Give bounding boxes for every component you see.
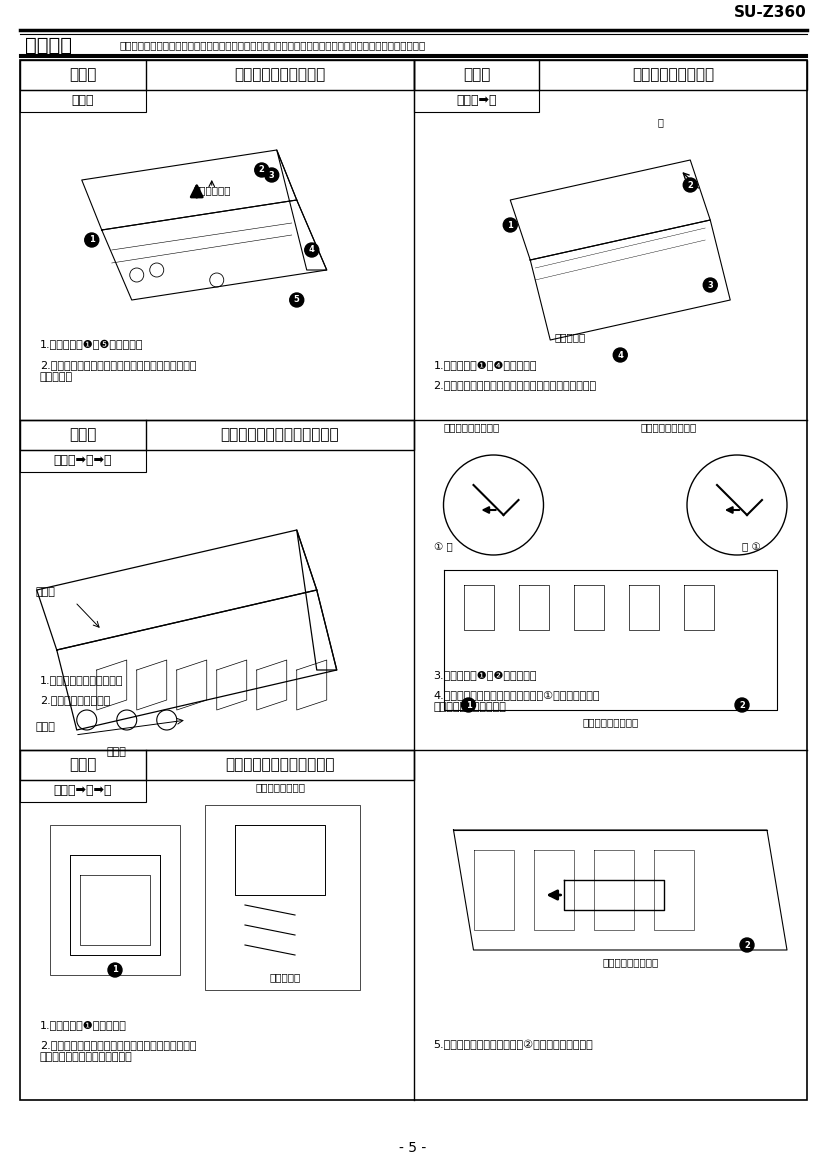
- Text: 1: 1: [466, 701, 471, 709]
- Circle shape: [735, 698, 749, 713]
- Circle shape: [461, 698, 476, 713]
- Text: 順序１: 順序１: [72, 95, 94, 108]
- Text: 3: 3: [707, 281, 713, 289]
- Text: キャビネットの外し方: キャビネットの外し方: [234, 68, 325, 83]
- Bar: [20, 90, 146, 112]
- Text: 2.ナット３個を外す。: 2.ナット３個を外す。: [40, 695, 110, 706]
- Text: 2: 2: [739, 701, 745, 709]
- Text: つまみ: つまみ: [107, 746, 127, 757]
- Bar: [20, 750, 414, 780]
- Text: 電源スイッチ基板: 電源スイッチ基板: [255, 782, 305, 792]
- Circle shape: [255, 163, 269, 177]
- Text: 5.前面シャーシ（準）を矢印②の方向に引き出す。: 5.前面シャーシ（準）を矢印②の方向に引き出す。: [433, 1040, 593, 1051]
- Bar: [205, 805, 360, 990]
- Text: 1.つまみ３個を引き抜く。: 1.つまみ３個を引き抜く。: [40, 675, 123, 684]
- Bar: [20, 60, 807, 1100]
- Circle shape: [289, 292, 304, 307]
- Text: キャビネット: キャビネット: [193, 185, 231, 195]
- Text: ナット: ナット: [35, 722, 55, 732]
- Text: 注意：本機を分解する際には、キャビネットや底板（準）などのエッジで手を切らない様にご注意ください。: 注意：本機を分解する際には、キャビネットや底板（準）などのエッジで手を切らない様…: [120, 40, 426, 50]
- Circle shape: [84, 233, 98, 247]
- Text: 前面シャーシ（準）: 前面シャーシ（準）: [443, 422, 500, 432]
- Text: 前面シャーシ（準）: 前面シャーシ（準）: [602, 957, 658, 966]
- Circle shape: [683, 178, 697, 192]
- Text: 5: 5: [294, 296, 299, 304]
- Text: 前面シャーシ（準）の外し方: 前面シャーシ（準）の外し方: [221, 427, 339, 442]
- Bar: [20, 60, 414, 90]
- Text: 1: 1: [507, 220, 514, 229]
- Bar: [414, 60, 807, 90]
- Text: 2.電源スイッチ基板を持ち上げ、矢印の方向に動か
　せて、ひっかけ部から外す。: 2.電源スイッチ基板を持ち上げ、矢印の方向に動か せて、ひっかけ部から外す。: [40, 1040, 197, 1061]
- Bar: [20, 420, 414, 450]
- Text: ひっかけ部: ひっかけ部: [270, 972, 301, 982]
- Text: 手順４: 手順４: [69, 757, 97, 772]
- Text: 2: 2: [259, 165, 265, 174]
- Text: - 5 -: - 5 -: [399, 1141, 427, 1155]
- Circle shape: [265, 168, 279, 183]
- Text: 前面シャーシ（準）: 前面シャーシ（準）: [582, 717, 638, 727]
- Text: 分解要領: 分解要領: [25, 35, 72, 55]
- Circle shape: [614, 347, 627, 362]
- Circle shape: [305, 243, 318, 257]
- Text: 1.ねじ４本（❶－❹）を外す。: 1.ねじ４本（❶－❹）を外す。: [433, 360, 537, 370]
- Text: ① 爪: ① 爪: [433, 542, 452, 552]
- Text: ナット: ナット: [35, 587, 55, 597]
- Text: 順序１➡２➡４: 順序１➡２➡４: [54, 785, 112, 798]
- Text: 順序１➡２➡３: 順序１➡２➡３: [54, 454, 112, 468]
- Text: 2: 2: [744, 941, 750, 950]
- Text: 4: 4: [308, 246, 315, 255]
- Text: 4.前面シャーシ（準）の両端を矢印①の方向に少し広
　げて爪２箇所を外す。: 4.前面シャーシ（準）の両端を矢印①の方向に少し広 げて爪２箇所を外す。: [433, 690, 600, 711]
- Text: 前面シャーシ（準）: 前面シャーシ（準）: [640, 422, 696, 432]
- Bar: [414, 90, 539, 112]
- Text: 爪 ①: 爪 ①: [742, 542, 761, 552]
- Text: 2: 2: [687, 180, 693, 190]
- Text: 1: 1: [88, 235, 94, 245]
- Circle shape: [504, 218, 517, 232]
- Text: 手順１: 手順１: [69, 68, 97, 83]
- Text: 電源スイッチ基板の外し方: 電源スイッチ基板の外し方: [225, 757, 334, 772]
- Circle shape: [703, 278, 717, 292]
- Text: 1.ねじ５本（❶－❺）を外す。: 1.ねじ５本（❶－❺）を外す。: [40, 340, 144, 350]
- Text: 前面パネルの外し方: 前面パネルの外し方: [632, 68, 715, 83]
- Text: 3: 3: [269, 171, 275, 179]
- Circle shape: [740, 938, 754, 952]
- Bar: [20, 780, 146, 801]
- Text: 1: 1: [112, 965, 118, 975]
- Text: 手順３: 手順３: [69, 427, 97, 442]
- Text: 前面パネル: 前面パネル: [555, 332, 586, 342]
- Bar: [50, 825, 180, 975]
- Text: 爪: 爪: [657, 117, 663, 128]
- Text: 1.ねじ１本（❶）を外す。: 1.ねじ１本（❶）を外す。: [40, 1020, 127, 1030]
- Text: 手順２: 手順２: [463, 68, 490, 83]
- Text: 3.ねじ２本（❶、❷）を外す。: 3.ねじ２本（❶、❷）を外す。: [433, 670, 537, 680]
- Text: 2.キャビネットを少し後方へずらして、矢印の方向
　に外す。: 2.キャビネットを少し後方へずらして、矢印の方向 に外す。: [40, 360, 197, 381]
- Text: 2.爪１箇所を外し、前面パネルを矢印の方向に外す。: 2.爪１箇所を外し、前面パネルを矢印の方向に外す。: [433, 380, 596, 390]
- Circle shape: [108, 963, 122, 977]
- Text: 4: 4: [617, 351, 624, 359]
- Bar: [20, 450, 146, 472]
- Text: 順序１➡２: 順序１➡２: [457, 95, 497, 108]
- Text: SU-Z360: SU-Z360: [734, 5, 807, 20]
